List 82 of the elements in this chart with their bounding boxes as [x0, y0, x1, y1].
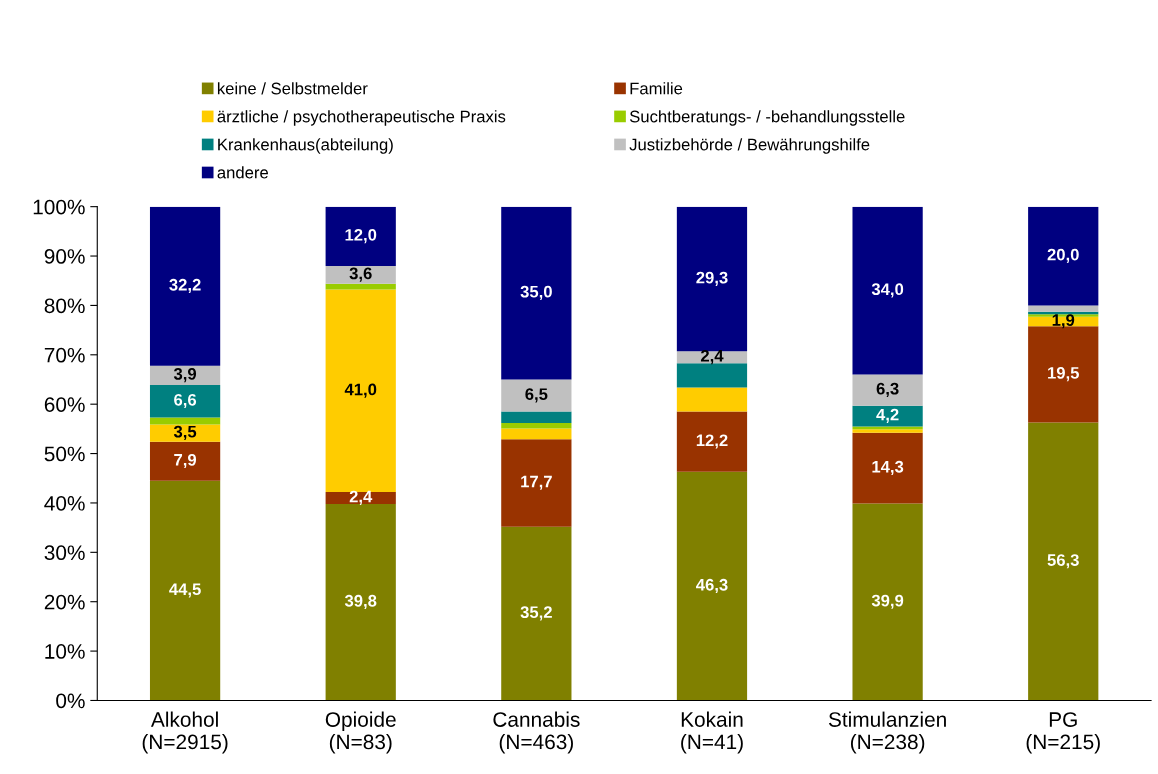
y-tick-label: 100%	[33, 199, 85, 215]
data-label: 34,0	[871, 283, 904, 298]
data-label: 12,2	[696, 434, 728, 449]
y-tick-label: 40%	[44, 495, 85, 511]
bar	[325, 206, 396, 266]
data-label: 39,8	[344, 594, 377, 610]
data-label: 41,0	[344, 383, 377, 398]
data-label: 3,5	[173, 425, 197, 440]
legend-label: Suchtberatungs- / -behandlungsstelle	[629, 110, 905, 126]
x-tick-label: Opioide (N=83)	[325, 711, 396, 754]
data-label: 56,3	[1047, 554, 1079, 569]
data-label: 6,6	[174, 393, 197, 409]
bar	[852, 405, 923, 427]
bar	[676, 363, 748, 388]
legend-label: Familie	[630, 82, 683, 95]
bar	[1028, 305, 1099, 312]
bar	[501, 428, 572, 440]
data-label: 6,3	[876, 382, 899, 397]
data-label: 29,3	[696, 271, 728, 286]
legend-label: Krankenhaus(abteilung)	[218, 138, 393, 154]
y-tick-label: 30%	[44, 545, 85, 561]
data-label: 7,9	[174, 453, 197, 469]
data-label: 19,5	[1048, 366, 1079, 382]
y-tick-label: 20%	[44, 594, 85, 610]
data-label: 35,2	[520, 606, 552, 621]
x-tick-label: Stimulanzien (N=238)	[828, 711, 946, 754]
data-label: 35,0	[520, 285, 552, 300]
bar	[325, 265, 396, 284]
bar	[852, 503, 923, 701]
bar	[149, 365, 221, 385]
legend-label: ärztliche / psychotherapeutische Praxis	[217, 110, 506, 126]
data-label: 3,6	[349, 267, 372, 282]
bar	[501, 439, 572, 527]
y-tick-label: 60%	[44, 397, 85, 412]
bar	[852, 432, 923, 504]
data-label: 2,4	[700, 349, 724, 365]
bar	[149, 384, 221, 418]
data-label: 12,0	[345, 228, 377, 244]
bar	[1028, 422, 1099, 701]
x-tick-label: Alkohol (N=2915)	[142, 711, 228, 754]
bar	[501, 206, 572, 380]
y-tick-label: 50%	[44, 446, 85, 462]
y-tick-label: 10%	[45, 644, 85, 659]
x-tick-label: PG (N=215)	[1026, 712, 1100, 754]
bar	[852, 374, 923, 406]
y-tick-label: 90%	[44, 249, 85, 264]
legend-label: Justizbehörde / Bewährungshilfe	[629, 138, 870, 154]
legend-label: andere	[217, 166, 268, 179]
bar	[149, 441, 221, 481]
bar	[149, 480, 221, 701]
bar	[676, 387, 748, 412]
legend-label: keine / Selbstmelder	[217, 82, 368, 95]
bar	[676, 411, 748, 472]
data-label: 39,9	[871, 594, 904, 609]
y-tick-label: 80%	[44, 298, 85, 314]
x-tick-label: Kokain (N=41)	[681, 711, 743, 754]
x-tick-label: Cannabis (N=463)	[493, 711, 580, 754]
bar	[501, 422, 572, 429]
data-label: 14,3	[872, 460, 904, 476]
data-label: 1,9	[1052, 314, 1075, 329]
bar	[501, 411, 572, 423]
data-label: 20,0	[1047, 248, 1079, 263]
data-label: 17,7	[521, 475, 552, 490]
data-label: 2,4	[349, 490, 373, 505]
data-label: 46,3	[696, 578, 728, 594]
data-label: 32,2	[169, 278, 201, 294]
bar	[852, 206, 923, 375]
data-label: 3,9	[173, 367, 197, 383]
y-tick-label: 0%	[56, 693, 85, 709]
bar	[149, 424, 221, 442]
data-label: 4,2	[876, 408, 899, 423]
bar	[325, 503, 396, 701]
bar	[1028, 206, 1099, 306]
data-label: 6,5	[525, 388, 548, 403]
y-tick-label: 70%	[44, 347, 85, 363]
bar	[325, 283, 396, 290]
bar	[501, 379, 572, 412]
bar	[676, 206, 748, 352]
data-label: 44,5	[169, 583, 201, 598]
bar	[501, 526, 572, 701]
bar	[149, 206, 221, 366]
bar	[676, 471, 748, 701]
